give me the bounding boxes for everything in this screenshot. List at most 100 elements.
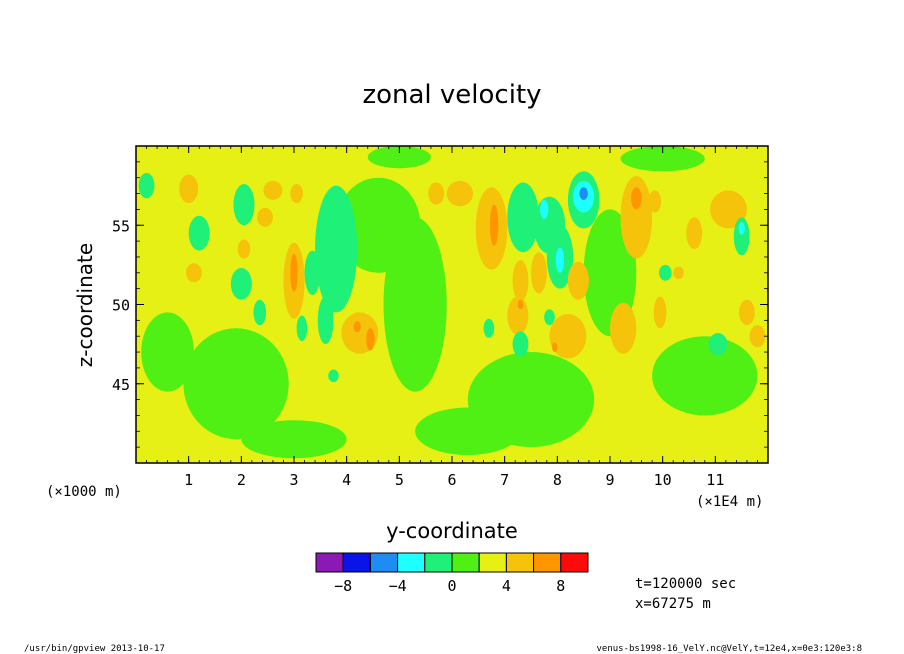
colorbar-box xyxy=(505,552,535,573)
colorbar-box xyxy=(397,552,426,573)
x-tick-label: 2 xyxy=(237,471,246,489)
x-unit-note: (×1000 m) xyxy=(46,484,122,500)
field-contour-region xyxy=(233,184,255,226)
colorbar: −8 −4 0 4 8 xyxy=(315,552,589,595)
field-contour-region xyxy=(738,222,745,235)
field-contour-region xyxy=(257,207,273,227)
x-tick-label: 6 xyxy=(447,471,456,489)
field-contour-region xyxy=(507,296,529,335)
y-tick-label: 45 xyxy=(112,376,130,394)
field-contour-region xyxy=(179,174,199,204)
field-layer xyxy=(136,146,768,463)
field-contour-region xyxy=(555,247,565,273)
position-annotation: x=67275 m xyxy=(635,596,711,612)
field-contour-region xyxy=(367,146,431,169)
field-contour-region xyxy=(749,325,766,348)
x-tick-label: 3 xyxy=(289,471,298,489)
colorbar-box xyxy=(315,552,344,573)
y-tick-label: 55 xyxy=(112,217,130,235)
footer-right: venus-bs1998-16_VelY.nc@VelY,t=12e4,x=0e… xyxy=(596,644,862,654)
colorbar-tick-label: 4 xyxy=(502,577,511,595)
field-contour-region xyxy=(141,312,194,392)
field-contour-region xyxy=(733,217,750,256)
field-contour-region xyxy=(230,268,252,300)
field-contour-region xyxy=(296,315,308,341)
field-contour-region xyxy=(552,342,558,353)
field-contour-region xyxy=(710,190,747,229)
field-contour-region xyxy=(544,309,555,326)
x-tick-label: 9 xyxy=(605,471,614,489)
field-contour-region xyxy=(188,215,210,251)
chart-title: zonal velocity xyxy=(362,80,541,110)
field-contour-region xyxy=(415,407,521,456)
field-contour-region xyxy=(579,187,588,200)
x-tick-label: 1 xyxy=(184,471,193,489)
field-contour-region xyxy=(290,253,298,292)
field-contour-region xyxy=(686,217,703,250)
field-contour-region xyxy=(739,299,755,326)
field-contour-region xyxy=(183,328,289,440)
field-contour-region xyxy=(620,146,705,172)
field-contour-region xyxy=(653,296,667,329)
field-contour-region xyxy=(610,302,637,354)
field-contour-region xyxy=(658,264,672,281)
field-contour-region xyxy=(237,239,251,259)
field-contour-region xyxy=(353,321,361,333)
field-contour-region xyxy=(446,180,474,207)
field-contour-region xyxy=(328,369,339,383)
field-contour-region xyxy=(253,299,267,326)
colorbar-box xyxy=(560,552,589,573)
field-contour-region xyxy=(507,182,539,253)
field-contour-region xyxy=(428,182,445,205)
time-annotation: t=120000 sec xyxy=(635,576,736,592)
x-axis-label: y-coordinate xyxy=(386,519,518,543)
field-contour-region xyxy=(317,296,334,345)
x-tick-label: 5 xyxy=(395,471,404,489)
field-contour-region xyxy=(648,190,662,213)
x-tick-label: 8 xyxy=(553,471,562,489)
y-tick-label: 50 xyxy=(112,297,130,315)
colorbar-tick-label: −4 xyxy=(389,577,407,595)
colorbar-box xyxy=(424,552,453,573)
y-axis-label: z-coordinate xyxy=(73,243,97,367)
field-contour-region xyxy=(290,184,303,204)
field-features xyxy=(138,146,766,459)
x-scale-note: (×1E4 m) xyxy=(696,494,763,510)
footer-left: /usr/bin/gpview 2013-10-17 xyxy=(24,644,165,654)
colorbar-tick-label: 8 xyxy=(556,577,565,595)
field-contour-region xyxy=(263,180,283,200)
field-contour-region xyxy=(517,299,524,310)
field-contour-region xyxy=(567,261,589,300)
colorbar-box xyxy=(533,552,562,573)
field-contour-region xyxy=(531,252,547,294)
field-contour-region xyxy=(539,199,549,219)
field-contour-region xyxy=(186,263,202,283)
field-contour-region xyxy=(631,187,642,210)
colorbar-boxes: −8 −4 0 4 8 xyxy=(315,552,589,595)
colorbar-tick-label: 0 xyxy=(447,577,456,595)
field-contour-region xyxy=(549,314,587,359)
field-contour-region xyxy=(138,172,155,199)
x-tick-label: 10 xyxy=(654,471,672,489)
colorbar-tick-label: −8 xyxy=(334,577,352,595)
colorbar-box xyxy=(478,552,507,573)
field-contour-region xyxy=(383,217,447,392)
field-contour-region xyxy=(366,328,375,351)
field-contour-region xyxy=(673,266,684,280)
x-tick-label: 11 xyxy=(706,471,724,489)
field-contour-region xyxy=(241,420,347,459)
field-contour-region xyxy=(512,260,529,302)
field-contour-region xyxy=(708,333,728,356)
colorbar-box xyxy=(342,552,371,573)
field-contour-region xyxy=(512,331,529,357)
field-contour-region xyxy=(315,185,358,313)
x-tick-label: 4 xyxy=(342,471,351,489)
colorbar-box xyxy=(369,552,399,573)
field-contour-region xyxy=(620,176,653,259)
field-contour-region xyxy=(652,336,758,416)
colorbar-box xyxy=(451,552,480,573)
field-contour-region xyxy=(483,318,495,338)
